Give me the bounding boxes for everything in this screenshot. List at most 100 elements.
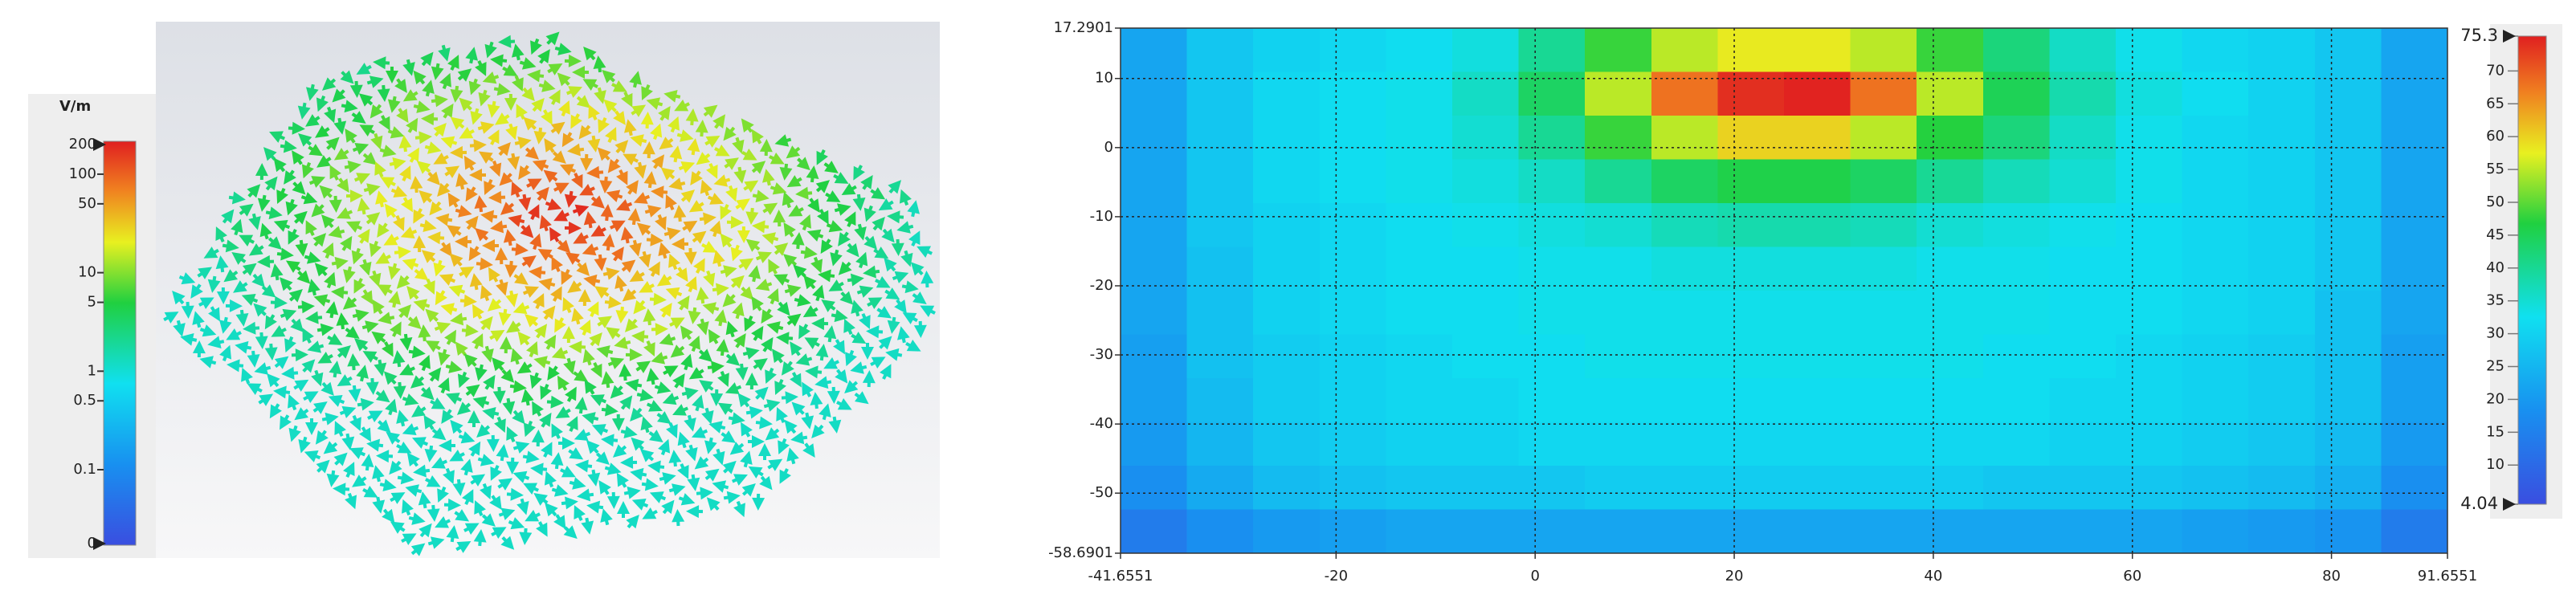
arrow-head: [700, 487, 713, 500]
heat-cell: [1518, 378, 1586, 423]
arrow-head: [576, 262, 590, 276]
arrow-head: [845, 352, 857, 367]
arrow-head: [414, 267, 429, 281]
arrow-head: [487, 104, 500, 118]
field-arrow: [629, 239, 642, 257]
field-arrow: [901, 280, 919, 294]
arrow-head: [505, 125, 518, 141]
arrow-head: [380, 177, 395, 189]
field-arrow: [767, 287, 779, 305]
arrow-head: [329, 165, 341, 180]
field-arrow: [430, 397, 446, 409]
arrow-head: [536, 522, 548, 537]
field-arrow: [648, 430, 663, 443]
field-arrow: [344, 160, 361, 173]
arrow-head: [776, 332, 790, 345]
arrow-head: [820, 239, 833, 255]
arrow-head: [345, 495, 357, 510]
arrow-head: [658, 242, 671, 257]
field-arrow: [521, 255, 537, 268]
arrow-head: [523, 116, 537, 131]
arrow-head: [526, 340, 538, 356]
arrow-head: [433, 153, 448, 165]
arrow-head: [620, 226, 634, 241]
arrow-head: [655, 216, 667, 231]
arrow-head: [354, 142, 369, 155]
heat-cell: [1717, 422, 1785, 466]
arrow-head: [369, 75, 384, 88]
arrow-head: [668, 177, 683, 190]
arrow-head: [227, 359, 240, 373]
field-arrow: [701, 407, 714, 425]
field-arrow: [639, 251, 651, 268]
arrow-head: [340, 235, 353, 251]
arrow-head: [248, 243, 263, 256]
heat-cell: [1850, 509, 1917, 554]
arrow-head: [739, 258, 754, 271]
arrow-head: [888, 180, 902, 194]
field-arrow: [913, 320, 927, 338]
field-arrow: [735, 198, 750, 211]
heat-cell: [2116, 291, 2183, 336]
field-arrow: [633, 192, 651, 204]
field-arrow: [878, 198, 894, 211]
field-arrow: [896, 221, 914, 234]
heat-cell: [1319, 422, 1386, 466]
field-arrow: [281, 366, 299, 380]
field-arrow: [251, 273, 265, 288]
arrow-head: [779, 167, 793, 181]
heat-cell: [1518, 71, 1586, 116]
field-arrow: [208, 306, 220, 322]
arrow-head: [438, 352, 451, 366]
field-arrow: [500, 536, 515, 550]
field-arrow: [239, 234, 255, 246]
field-arrow: [441, 103, 454, 119]
arrow-head: [334, 421, 346, 436]
field-arrow: [762, 202, 778, 215]
field-arrow: [646, 233, 663, 246]
heat-cell: [1386, 466, 1453, 511]
arrow-head: [410, 543, 426, 556]
field-arrow: [504, 260, 518, 278]
field-arrow: [643, 308, 656, 326]
arrow-head: [741, 422, 753, 437]
field-arrow: [672, 404, 689, 416]
field-arrow: [353, 338, 369, 352]
field-arrow: [500, 202, 515, 215]
heat-cell: [2182, 71, 2249, 116]
arrow-head: [615, 310, 629, 324]
arrow-head: [622, 288, 637, 302]
arrow-head: [642, 507, 657, 519]
heat-cell: [1452, 159, 1520, 204]
arrow-head: [578, 124, 592, 140]
arrow-head: [401, 198, 413, 213]
arrow-head: [801, 415, 814, 430]
heat-cell: [1651, 71, 1718, 116]
heat-cell: [2314, 28, 2382, 73]
field-arrow: [255, 332, 268, 349]
arrow-head: [365, 381, 379, 395]
arrow-head: [365, 320, 379, 333]
arrow-head: [208, 307, 220, 322]
heat-cell: [1518, 28, 1586, 73]
field-arrow: [779, 468, 791, 484]
arrow-head: [280, 247, 294, 261]
arrow-head: [735, 367, 749, 381]
arrow-head: [562, 297, 574, 312]
arrow-head: [402, 533, 417, 545]
arrow-head: [902, 312, 917, 324]
field-arrow: [390, 492, 406, 504]
field-arrow: [517, 331, 531, 346]
field-arrow: [663, 227, 681, 240]
field-arrow: [247, 184, 261, 198]
arrow-head: [712, 114, 726, 128]
field-arrow: [805, 365, 823, 379]
arrow-head: [863, 235, 878, 250]
arrow-head: [692, 394, 704, 409]
field-arrow: [668, 177, 686, 190]
field-arrow: [814, 376, 832, 389]
arrow-head: [427, 141, 442, 154]
arrow-head: [745, 211, 759, 225]
arrow-head: [480, 316, 493, 331]
field-arrow: [816, 149, 828, 165]
